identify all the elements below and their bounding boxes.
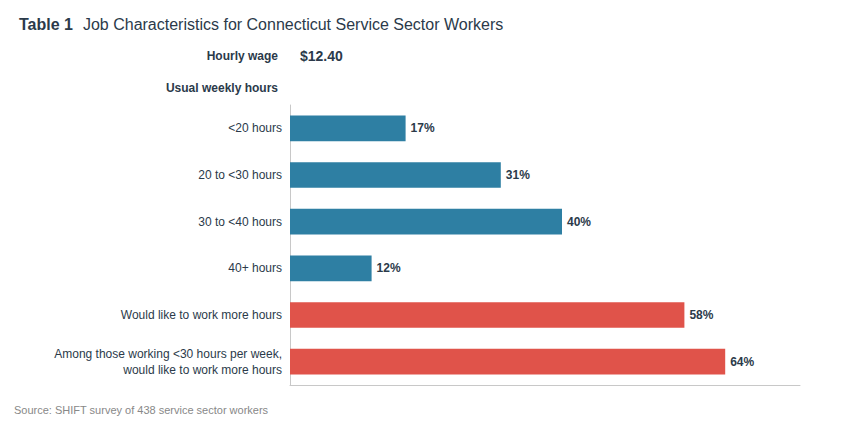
svg-text:Job Characteristics for Connec: Job Characteristics for Connecticut Serv… xyxy=(83,16,503,33)
svg-text:Hourly wage: Hourly wage xyxy=(207,49,279,63)
svg-text:12%: 12% xyxy=(377,261,401,275)
svg-text:Among those working <30 hours: Among those working <30 hours per week, xyxy=(54,347,282,361)
svg-text:Table 1: Table 1 xyxy=(19,16,73,33)
svg-text:64%: 64% xyxy=(730,355,754,369)
svg-text:40%: 40% xyxy=(567,215,591,229)
svg-text:40+ hours: 40+ hours xyxy=(228,261,282,275)
svg-text:Usual weekly hours: Usual weekly hours xyxy=(166,81,278,95)
svg-text:Source: SHIFT survey of 438 se: Source: SHIFT survey of 438 service sect… xyxy=(14,404,269,416)
svg-text:31%: 31% xyxy=(506,168,530,182)
svg-text:20 to <30 hours: 20 to <30 hours xyxy=(198,168,282,182)
svg-text:17%: 17% xyxy=(411,121,435,135)
svg-text:$12.40: $12.40 xyxy=(300,48,343,64)
svg-text:Would like to work more hours: Would like to work more hours xyxy=(121,308,282,322)
svg-text:58%: 58% xyxy=(689,308,713,322)
svg-text:30 to <40 hours: 30 to <40 hours xyxy=(198,215,282,229)
svg-text:<20 hours: <20 hours xyxy=(228,121,282,135)
svg-text:would like to work more hours: would like to work more hours xyxy=(122,363,282,377)
